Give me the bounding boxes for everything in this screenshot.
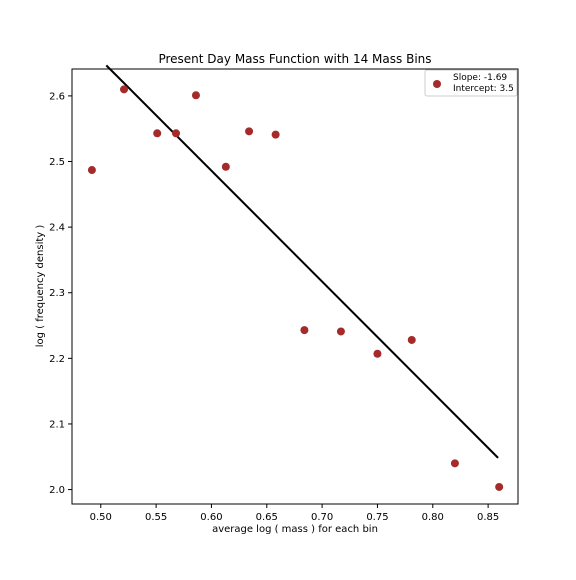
data-point	[245, 127, 254, 136]
x-tick-label: 0.55	[145, 512, 167, 523]
fit-line-layer	[105, 64, 499, 459]
data-point	[153, 129, 162, 138]
data-point	[373, 349, 382, 358]
y-axis-label: log ( frequency density )	[35, 225, 46, 348]
y-tick-label: 2.5	[49, 157, 65, 168]
fit-line	[105, 64, 499, 459]
data-point	[221, 162, 230, 171]
legend-intercept-text: Intercept: 3.5	[453, 84, 514, 94]
y-tick-label: 2.1	[49, 419, 65, 430]
y-tick-label: 2.2	[49, 354, 65, 365]
x-axis: 0.50 0.55 0.60 0.65 0.70 0.75 0.80 0.85	[90, 504, 499, 523]
y-tick-label: 2.4	[49, 223, 65, 234]
x-tick-label: 0.75	[366, 512, 388, 523]
data-point	[336, 327, 345, 336]
y-tick-label: 2.0	[49, 485, 65, 496]
legend-box	[424, 69, 518, 97]
x-tick-label: 0.50	[90, 512, 112, 523]
x-tick-label: 0.80	[422, 512, 444, 523]
plot-frame	[71, 68, 519, 505]
y-axis: 2.0 2.1 2.2 2.3 2.4 2.5 2.6	[49, 91, 72, 496]
x-axis-label: average log ( mass ) for each bin	[212, 524, 378, 535]
data-point	[271, 130, 280, 139]
data-point	[87, 166, 96, 175]
data-point	[407, 335, 416, 344]
data-point	[450, 459, 459, 468]
points-layer	[87, 85, 504, 491]
x-tick-label: 0.65	[256, 512, 278, 523]
legend-marker	[433, 80, 441, 88]
plot-area	[71, 68, 519, 505]
data-point	[191, 91, 200, 100]
y-tick-label: 2.3	[49, 288, 65, 299]
chart-title: Present Day Mass Function with 14 Mass B…	[158, 52, 431, 66]
data-point	[300, 326, 309, 335]
x-tick-label: 0.70	[311, 512, 333, 523]
data-point	[172, 129, 181, 138]
data-point	[495, 482, 504, 491]
legend: Slope: -1.69 Intercept: 3.5	[424, 69, 518, 97]
x-tick-label: 0.60	[200, 512, 222, 523]
data-point	[120, 85, 129, 94]
x-tick-label: 0.85	[477, 512, 499, 523]
legend-slope-text: Slope: -1.69	[453, 73, 507, 83]
y-tick-label: 2.6	[49, 91, 65, 102]
